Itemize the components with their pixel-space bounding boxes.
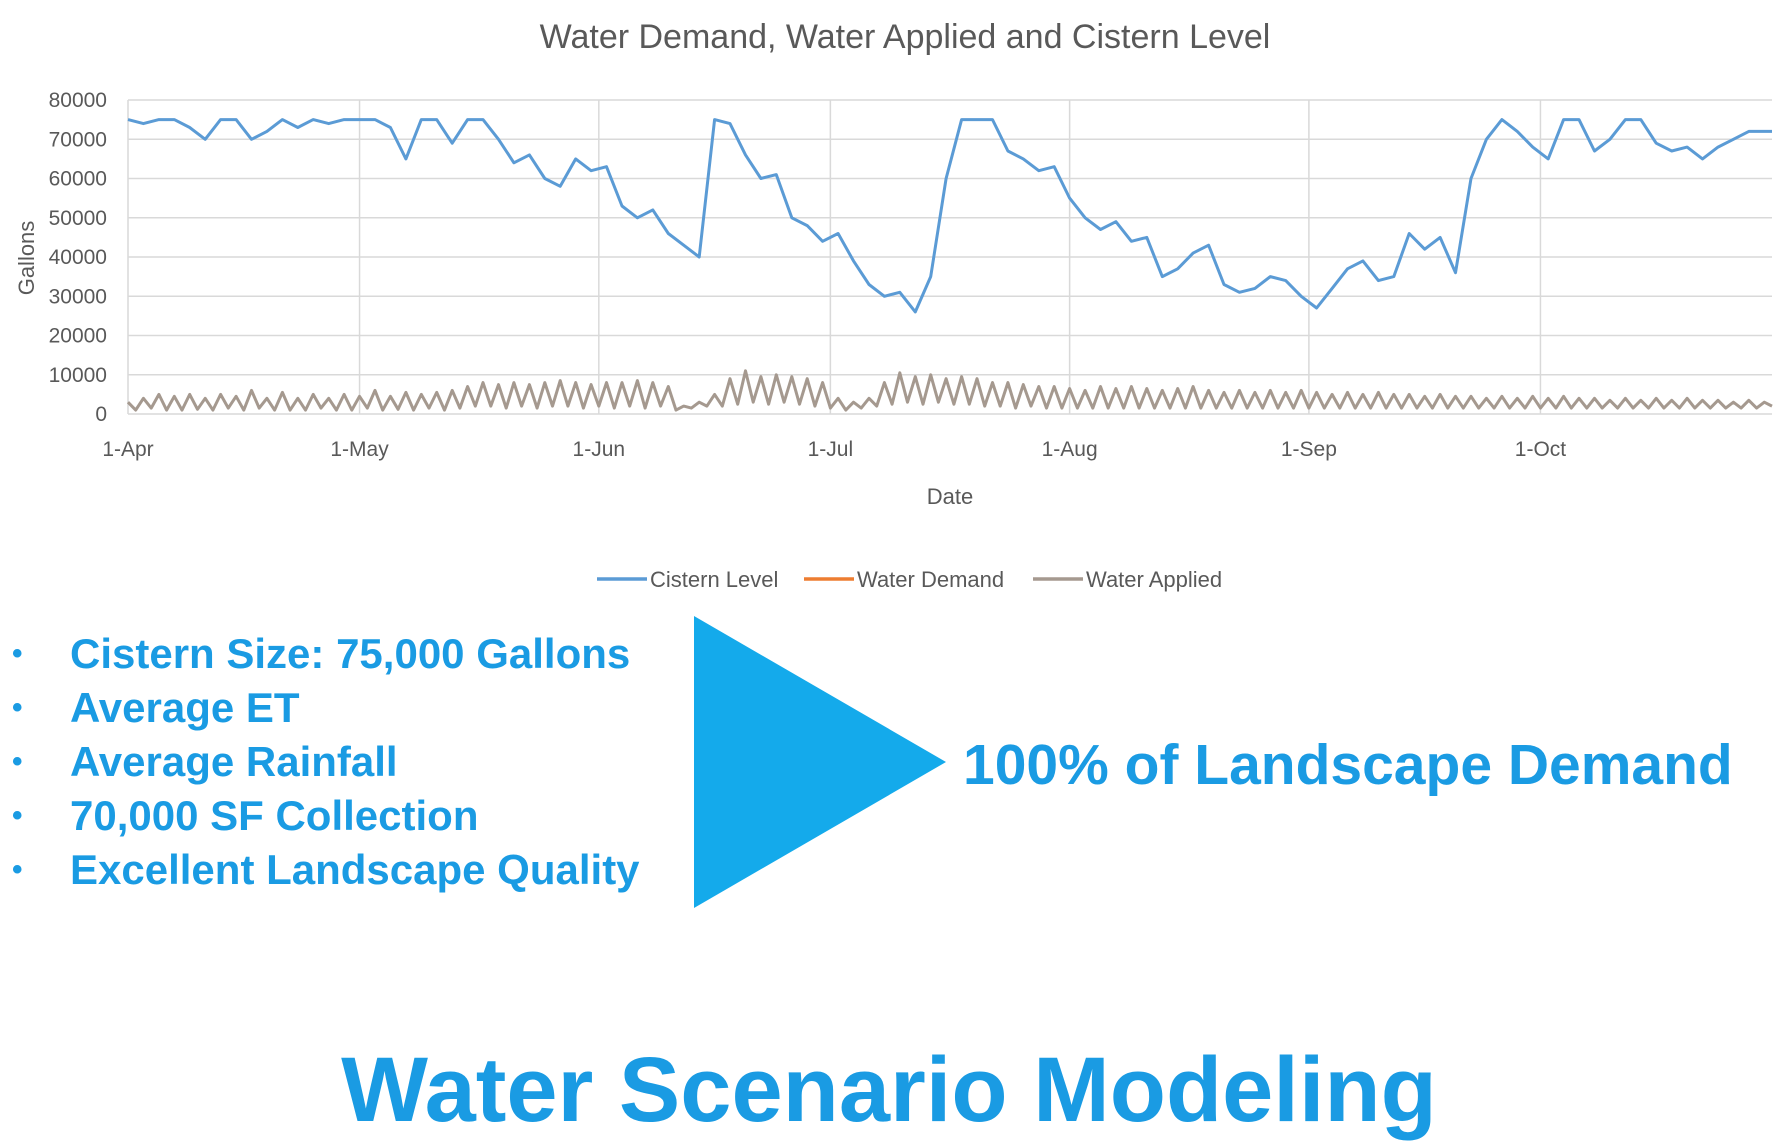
bullet-icon: • xyxy=(12,637,23,670)
result-text: 100% of Landscape Demand xyxy=(963,733,1733,797)
y-tick-label: 70000 xyxy=(49,128,107,151)
x-tick-label: 1-Oct xyxy=(1515,438,1567,461)
y-axis-label: Gallons xyxy=(14,221,39,296)
series-line-cistern-level xyxy=(127,118,1772,314)
y-tick-label: 40000 xyxy=(49,246,107,269)
y-tick-label: 30000 xyxy=(49,285,107,308)
series-lines xyxy=(126,118,1773,412)
arrow-triangle-icon xyxy=(694,616,946,908)
x-gridlines xyxy=(127,100,1542,414)
x-tick-label: 1-May xyxy=(330,438,389,461)
bullet-icon: • xyxy=(12,745,23,778)
bullet-collection-area: • 70,000 SF Collection xyxy=(12,789,640,843)
x-tick-label: 1-Jul xyxy=(808,438,854,461)
series-line-water-applied xyxy=(126,369,1773,412)
bullet-icon: • xyxy=(12,691,23,724)
legend: Cistern Level Water Demand Water Applied xyxy=(597,567,1222,592)
bullet-landscape-quality: • Excellent Landscape Quality xyxy=(12,843,640,897)
legend-label-water-applied: Water Applied xyxy=(1086,567,1222,592)
bullet-text: 70,000 SF Collection xyxy=(70,792,479,839)
y-tick-label: 0 xyxy=(95,403,107,426)
bullet-average-rainfall: • Average Rainfall xyxy=(12,735,640,789)
x-axis-label: Date xyxy=(927,484,973,509)
y-tick-label: 60000 xyxy=(49,168,107,191)
page-title: Water Scenario Modeling xyxy=(341,1039,1437,1141)
y-tick-label: 80000 xyxy=(49,89,107,112)
x-tick-label: 1-Sep xyxy=(1281,438,1337,461)
y-tick-label: 50000 xyxy=(49,207,107,230)
bullet-text: Average ET xyxy=(70,684,300,731)
triangle-shape xyxy=(694,616,946,908)
y-gridlines xyxy=(128,99,1772,415)
x-tick-label: 1-Aug xyxy=(1042,438,1098,461)
chart-title: Water Demand, Water Applied and Cistern … xyxy=(540,18,1271,56)
y-tick-label: 20000 xyxy=(49,325,107,348)
x-tick-labels: 1-Apr 1-May 1-Jun 1-Jul 1-Aug 1-Sep 1-Oct xyxy=(102,438,1566,461)
y-tick-labels: 0 10000 20000 30000 40000 50000 60000 70000 8000… xyxy=(49,89,107,426)
scenario-parameters: • Cistern Size: 75,000 Gallons • Average E… xyxy=(12,627,640,897)
water-chart: Water Demand, Water Applied and Cistern … xyxy=(14,18,1773,592)
bullet-icon: • xyxy=(12,799,23,832)
x-tick-label: 1-Jun xyxy=(573,438,626,461)
legend-label-water-demand: Water Demand xyxy=(857,567,1004,592)
x-tick-label: 1-Apr xyxy=(102,438,153,461)
y-tick-label: 10000 xyxy=(49,364,107,387)
bullet-text: Average Rainfall xyxy=(70,738,398,785)
bullet-text: Excellent Landscape Quality xyxy=(70,846,640,893)
bullet-cistern-size: • Cistern Size: 75,000 Gallons xyxy=(12,627,640,681)
bullet-icon: • xyxy=(12,853,23,886)
bullet-text: Cistern Size: 75,000 Gallons xyxy=(70,630,631,677)
legend-label-cistern-level: Cistern Level xyxy=(650,567,778,592)
bullet-average-et: • Average ET xyxy=(12,681,640,735)
